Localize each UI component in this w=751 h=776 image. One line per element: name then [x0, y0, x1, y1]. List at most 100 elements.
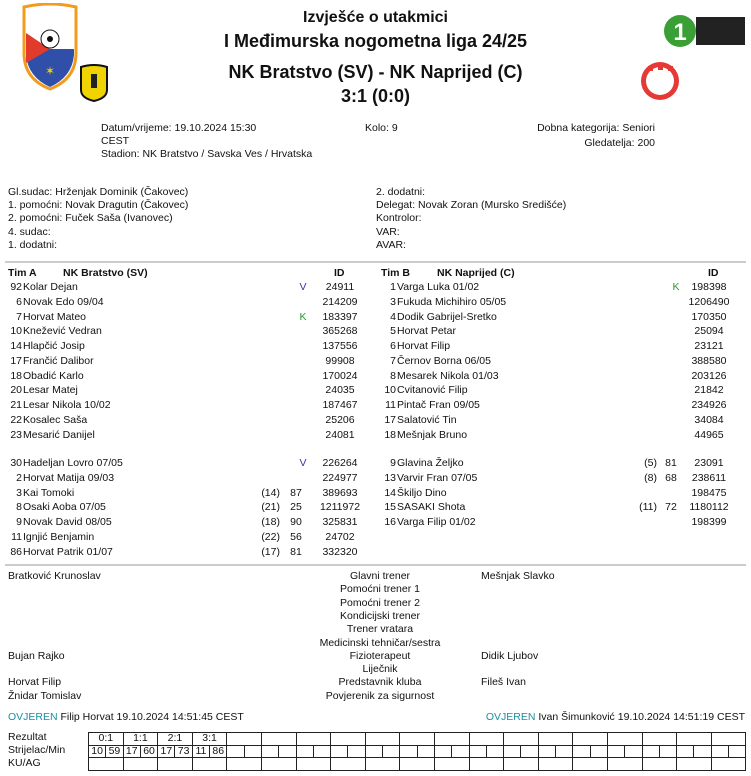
player-id: 24035 [325, 384, 355, 397]
minute-cell [485, 744, 505, 758]
verification-away: OVJEREN Ivan Šimunković 19.10.2024 14:51… [486, 711, 745, 723]
player-number: 7 [16, 310, 22, 323]
player-name: Dodik Gabrijel-Sretko [397, 310, 497, 323]
replaced-player: (8) [644, 471, 657, 484]
svg-text:✶: ✶ [45, 64, 55, 78]
player-row: 22 Kosalec Saša 25206 [0, 413, 370, 427]
player-number: 4 [390, 310, 396, 323]
age-category: Dobna kategorija: Seniori [537, 122, 655, 134]
player-row: 3 Fukuda Michihiro 05/05 1206490 [374, 295, 744, 309]
player-name: Cvitanović Filip [397, 384, 468, 397]
scorer-cell [710, 744, 729, 758]
staff-home-name: Horvat Filip [8, 676, 62, 689]
ku-ag-cell [364, 757, 401, 771]
verified-status: OVJEREN [485, 711, 536, 723]
ku-ag-cell [122, 757, 159, 771]
player-id: 34084 [694, 413, 724, 426]
scorer-cell [468, 744, 487, 758]
player-row: 10 Knežević Vedran 365268 [0, 324, 370, 338]
staff-away-name: Fileš Ivan [481, 676, 526, 689]
player-id: 137556 [322, 340, 358, 352]
player-row: 17 Salatović Tin 34084 [374, 413, 744, 427]
svg-text:1: 1 [673, 19, 686, 46]
scorer-cell: 17 [122, 744, 141, 758]
player-name: Lesar Nikola 10/02 [23, 399, 111, 411]
player-id: 170024 [322, 369, 358, 382]
player-row: 7 Černov Borna 06/05 388580 [374, 354, 744, 368]
player-number: 7 [390, 354, 396, 367]
result-cell [606, 732, 643, 746]
ku-ag-cell [399, 757, 435, 771]
result-cell [572, 732, 608, 746]
staff-role: Glavni trener [349, 570, 411, 582]
player-id: 365268 [322, 325, 358, 338]
label-result: Rezultat [8, 731, 47, 743]
divider [5, 261, 746, 263]
player-id: 214209 [322, 295, 358, 308]
minute-cell [243, 744, 262, 758]
minute-cell [278, 744, 297, 758]
official-left: 1. pomoćni: Novak Dragutin (Čakovec) [8, 199, 189, 212]
result-cell [676, 732, 712, 746]
player-row: 18 Mešnjak Bruno 44965 [374, 428, 744, 442]
replaced-player: (21) [261, 501, 280, 514]
player-id: 332320 [322, 545, 358, 558]
player-name: Horvat Mateo [23, 310, 87, 323]
player-number: 11 [385, 399, 396, 411]
player-number: 8 [390, 369, 396, 382]
minute-cell [658, 744, 678, 758]
staff-role: Trener vratara [346, 623, 414, 636]
player-number: 15 [384, 501, 396, 514]
result-cell [260, 732, 297, 746]
sub-minute: 56 [290, 530, 302, 543]
player-name: Pintač Fran 09/05 [397, 399, 480, 411]
minute-cell [693, 744, 712, 758]
scorer-cell [330, 744, 349, 758]
replaced-player: (11) [639, 501, 657, 514]
result-cell [295, 732, 332, 746]
player-name: Horvat Filip [397, 340, 451, 352]
player-id: 25206 [325, 413, 355, 426]
player-number: 9 [16, 516, 22, 528]
player-number: 3 [16, 486, 22, 499]
player-row: 17 Frančić Dalibor 99908 [0, 354, 370, 368]
player-id: 234926 [691, 399, 727, 411]
player-id: 21842 [694, 384, 724, 397]
player-name: Kosalec Saša [23, 413, 88, 426]
minute-cell [520, 744, 539, 758]
ku-ag-cell [88, 757, 124, 771]
match-round: Kolo: 9 [365, 122, 398, 134]
official-right: Kontrolor: [376, 212, 422, 225]
player-row: 6 Novak Edo 09/04 214209 [0, 295, 370, 309]
staff-away-name: Didik Ljubov [481, 649, 539, 662]
player-row: 8 Mesarek Nikola 01/03 203126 [374, 369, 744, 383]
player-number: 1 [390, 281, 396, 293]
scorer-cell [641, 744, 660, 758]
staff-away-name: Mešnjak Slavko [481, 570, 555, 582]
player-name: Hlapčić Josip [23, 340, 85, 352]
player-row: 11 Ignjić Benjamin (22) 56 24702 [0, 530, 370, 544]
player-id: 238611 [691, 471, 727, 484]
player-id: 23121 [694, 340, 724, 352]
player-row: 14 Škiljo Dino 198475 [374, 486, 744, 500]
verification-home: OVJEREN Filip Horvat 19.10.2024 14:51:45… [8, 711, 244, 723]
match-score: 3:1 (0:0) [340, 86, 411, 106]
player-number: 20 [10, 384, 22, 397]
player-number: 13 [384, 471, 396, 484]
result-cell [710, 732, 747, 746]
ku-ag-cell [710, 757, 747, 771]
player-number: 92 [10, 281, 22, 293]
ku-ag-cell [191, 757, 228, 771]
ku-ag-cell [260, 757, 297, 771]
scorer-cell: 11 [191, 744, 211, 758]
player-id: 203126 [691, 369, 727, 382]
player-name: Varga Luka 01/02 [397, 281, 480, 293]
scorer-cell [226, 744, 245, 758]
replaced-player: (18) [261, 516, 280, 528]
minute-cell [416, 744, 435, 758]
player-row: 3 Kai Tomoki (14) 87 389693 [0, 486, 370, 500]
scorer-cell [295, 744, 314, 758]
staff-role: Pomoćni trener 1 [340, 583, 420, 596]
player-row: 30 Hadeljan Lovro 07/05 V 226264 [0, 456, 370, 470]
official-left: 4. sudac: [8, 225, 51, 238]
